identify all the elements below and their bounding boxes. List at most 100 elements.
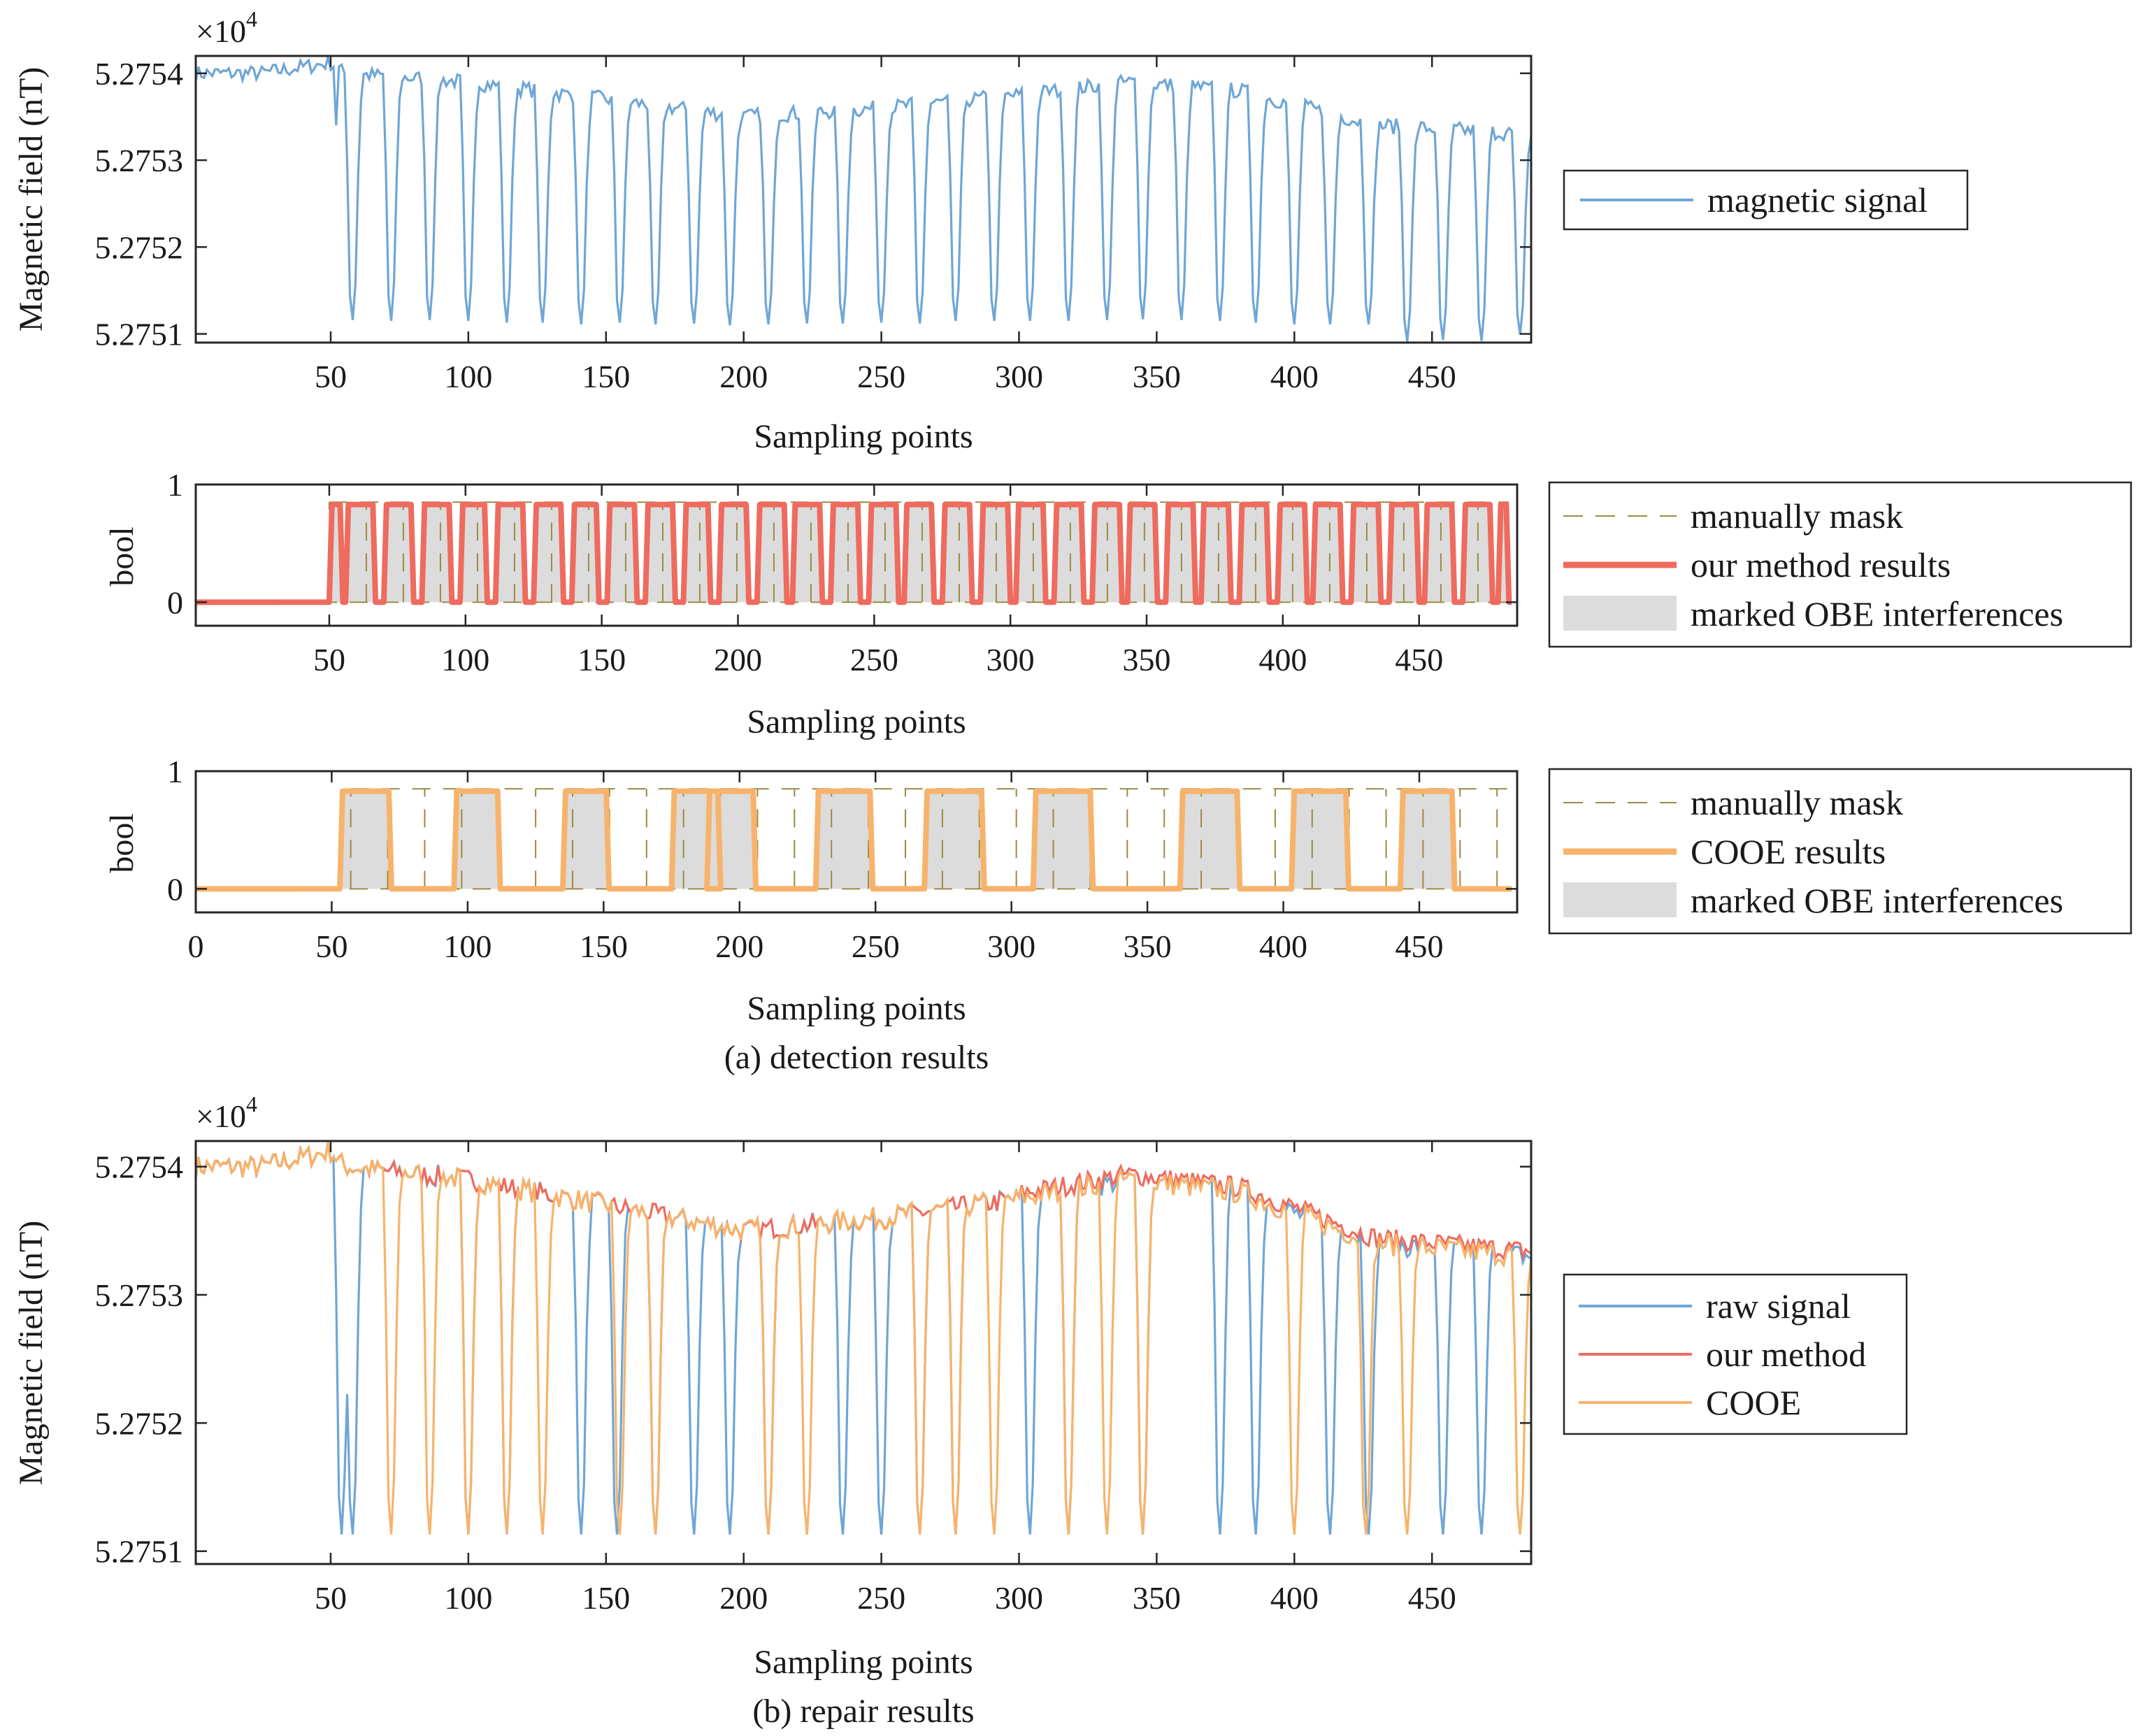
x-tick-label: 450 (1408, 1580, 1456, 1616)
x-tick-label: 350 (1133, 359, 1181, 394)
obe-region (424, 502, 450, 603)
obe-region (348, 502, 373, 603)
obe-region (907, 502, 932, 603)
x-tick-label: 200 (719, 1580, 768, 1616)
y-tick-label: 5.2752 (95, 1405, 184, 1441)
panel-4-multiplier: ×104 (196, 1091, 257, 1134)
panel-4-ylabel: Magnetic field (nT) (13, 1221, 50, 1486)
x-tick-label: 200 (714, 642, 762, 677)
x-tick-label: 50 (315, 928, 347, 964)
legend-label-obe-interferences: marked OBE interferences (1691, 594, 2063, 633)
x-tick-label: 300 (987, 928, 1035, 964)
panel-4-xlabel: Sampling points (754, 1644, 973, 1681)
series-cooe (194, 1142, 1533, 1535)
obe-region (462, 502, 485, 603)
panel-3-plot-area (195, 788, 1517, 892)
x-tick-label: 250 (857, 1580, 905, 1616)
obe-region (1315, 502, 1340, 603)
y-tick-label: 0 (167, 871, 183, 907)
x-tick-label: 150 (582, 359, 630, 394)
panel-1-axes-box (194, 55, 1533, 344)
legend-label-magnetic-signal: magnetic signal (1707, 180, 1928, 220)
y-tick-label: 5.2752 (95, 229, 184, 265)
x-tick-label: 300 (987, 642, 1035, 677)
panel-2-ylabel: bool (103, 526, 141, 586)
series-cooe-results (195, 788, 1512, 892)
panel-4: 50 100 150 200 250 300 350 400 450 5.2751 5.2752 5.… (13, 1091, 1908, 1681)
x-tick-label: 150 (582, 1580, 630, 1616)
x-tick-label: 400 (1270, 359, 1319, 394)
panel-2: 50 100 150 200 250 300 350 400 450 0 1 Sampling po… (103, 467, 2132, 740)
legend-label-our-method-results: our method results (1691, 545, 1951, 584)
x-tick-label: 400 (1270, 1580, 1319, 1616)
panel-3: 0 50 100 150 200 250 300 350 400 450 0 1 Sampling p… (103, 754, 2132, 1027)
obe-region (343, 789, 389, 889)
legend-label-our-method: our method (1706, 1335, 1866, 1374)
obe-region (871, 502, 896, 603)
obe-region (1203, 502, 1228, 603)
obe-region (945, 502, 970, 603)
obe-region (927, 789, 982, 889)
obe-region (686, 502, 708, 603)
x-tick-label: 200 (715, 928, 763, 964)
x-tick-label: 450 (1395, 642, 1443, 677)
obe-region (795, 502, 820, 603)
obe-region (759, 502, 784, 603)
obe-region (1018, 502, 1043, 603)
y-tick-label: 1 (167, 467, 183, 503)
x-tick-label: 150 (578, 642, 626, 677)
obe-region (386, 502, 411, 603)
panel-1-ylabel: Magnetic field (nT) (13, 67, 50, 332)
panel-2-plot-area (195, 501, 1517, 605)
x-tick-label: 0 (188, 928, 204, 964)
legend-label-obe-interferences: marked OBE interferences (1691, 881, 2063, 920)
x-tick-label: 450 (1396, 928, 1444, 964)
panel-1-plot-area (194, 57, 1533, 343)
legend-label-raw-signal: raw signal (1706, 1286, 1851, 1326)
x-tick-label: 450 (1408, 359, 1456, 394)
obe-region (610, 502, 635, 603)
panel-4-legend: raw signal our method COOE (1563, 1273, 1908, 1435)
obe-region (722, 502, 747, 603)
x-tick-label: 50 (313, 642, 345, 677)
panel-4-plot-area (194, 1142, 1533, 1535)
legend-swatch-obe-interferences (1563, 882, 1677, 917)
legend-label-cooe: COOE (1706, 1383, 1801, 1422)
y-tick-label: 5.2754 (95, 56, 184, 92)
obe-region (1168, 502, 1193, 603)
x-tick-label: 300 (995, 1580, 1043, 1616)
y-tick-label: 5.2754 (95, 1149, 184, 1185)
obe-region (983, 502, 1008, 603)
x-tick-label: 350 (1133, 1580, 1181, 1616)
obe-region (1402, 789, 1452, 889)
legend-label-cooe-results: COOE results (1691, 832, 1886, 871)
x-tick-label: 350 (1123, 642, 1171, 677)
y-tick-label: 0 (167, 584, 183, 620)
panel-1-legend: magnetic signal (1563, 169, 1969, 231)
panel-3-ticks: 0 50 100 150 200 250 300 350 400 450 0 1 (167, 754, 1517, 964)
series-our-method-results (195, 501, 1512, 605)
legend-swatch-obe-interferences (1563, 596, 1677, 631)
panel-3-xlabel: Sampling points (747, 990, 966, 1027)
legend-label-manually-mask: manually mask (1691, 496, 1903, 536)
obe-region (1182, 789, 1238, 889)
panel-4-axes-box (194, 1140, 1533, 1565)
panel-1: 50 100 150 200 250 300 350 400 450 5.2751 5.2752 5.… (13, 6, 1969, 455)
panel-1-ticks: 50 100 150 200 250 300 350 400 450 5.2751 5.2752 5.… (95, 56, 1531, 394)
series-our-method (194, 1143, 1532, 1262)
x-tick-label: 200 (719, 359, 768, 394)
obe-region (331, 502, 340, 603)
legend-label-manually-mask: manually mask (1691, 783, 1903, 822)
x-tick-label: 300 (995, 359, 1043, 394)
caption-b: (b) repair results (752, 1693, 974, 1730)
obe-region (1035, 789, 1091, 889)
x-tick-label: 100 (444, 359, 492, 394)
y-tick-label: 5.2751 (95, 317, 184, 352)
obe-region (647, 502, 673, 603)
obe-region (1500, 502, 1507, 603)
panel-1-multiplier: ×104 (196, 6, 257, 49)
x-tick-label: 250 (852, 928, 900, 964)
x-tick-label: 100 (443, 928, 492, 964)
y-tick-label: 5.2753 (95, 1277, 184, 1313)
